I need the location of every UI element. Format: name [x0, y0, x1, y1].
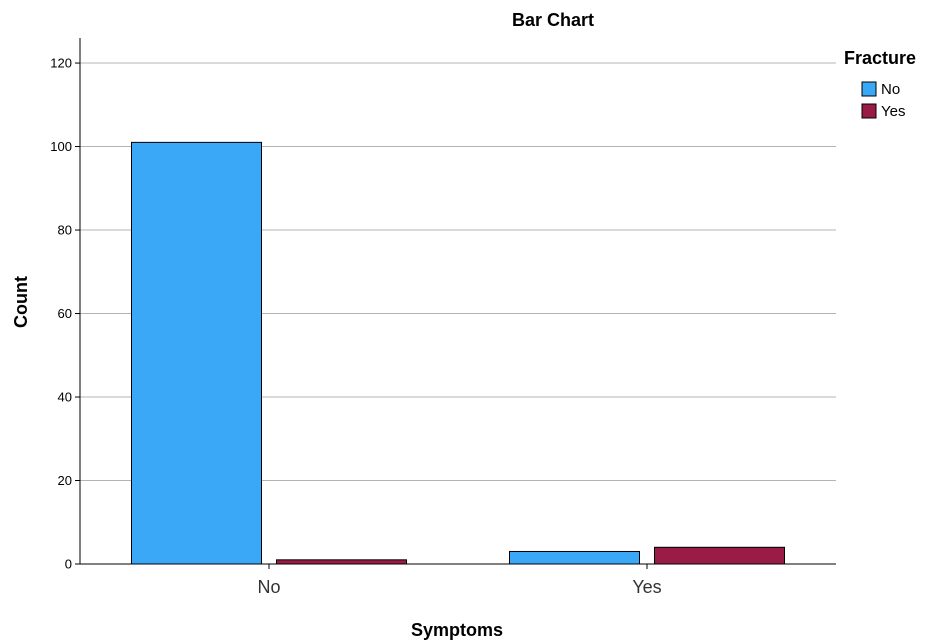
legend-swatch — [861, 81, 877, 97]
x-tick-label: No — [257, 577, 280, 597]
y-tick-label: 80 — [58, 223, 72, 238]
y-tick-label: 120 — [50, 56, 72, 71]
bar-yes-yes — [654, 546, 785, 565]
y-axis-title: Count — [11, 276, 31, 328]
y-tick-label: 20 — [58, 473, 72, 488]
y-tick-label: 0 — [65, 557, 72, 572]
legend-label: No — [881, 81, 900, 98]
legend-label: Yes — [881, 103, 905, 120]
y-tick-label: 100 — [50, 139, 72, 154]
x-axis-title: Symptoms — [411, 620, 503, 640]
chart-title: Bar Chart — [512, 10, 594, 30]
bar-no-no — [131, 141, 262, 565]
legend-title: Fracture — [844, 48, 916, 68]
y-tick-label: 40 — [58, 390, 72, 405]
legend-items: No Yes — [861, 81, 905, 120]
legend: Fracture No Yes — [844, 48, 916, 120]
y-tick-label: 60 — [58, 306, 72, 321]
x-tick-label: Yes — [632, 577, 661, 597]
bars — [131, 141, 785, 565]
x-axis-ticks: No Yes — [257, 564, 662, 597]
y-axis-ticks: 0 20 40 60 80 100 120 — [50, 56, 80, 572]
legend-swatch — [861, 103, 877, 119]
bar-yes-no — [509, 550, 640, 565]
bar-no-yes — [276, 559, 407, 565]
